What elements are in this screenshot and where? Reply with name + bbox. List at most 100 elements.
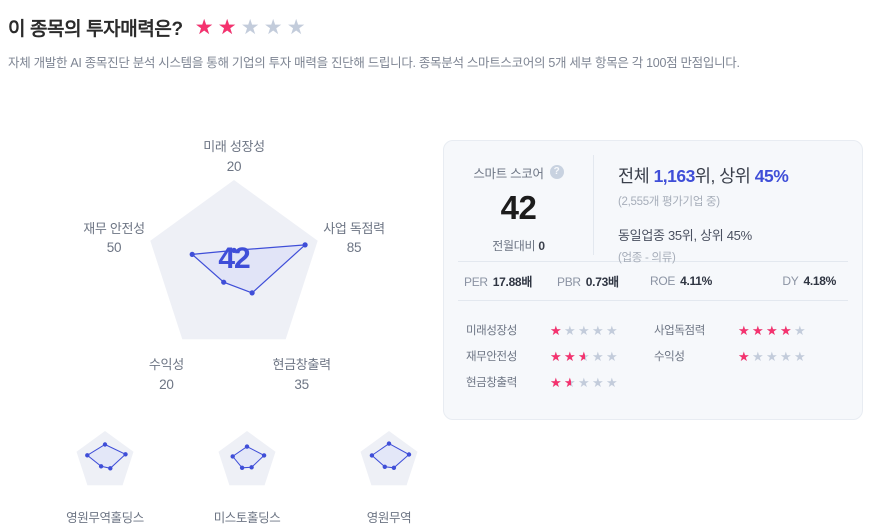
rank-column: 전체 1,163위, 상위 45% (2,555개 평가기업 중) 동일업종 3… [594,141,862,264]
radar-value-polygon [190,244,307,294]
radar-point [221,279,227,285]
star-fill: ★ [564,349,576,363]
mini-radar-polygon [86,443,127,469]
radar-point [302,242,308,248]
panel-top-section: 스마트 스코어 ? 42 전월대비 0 전체 1,163위, 상위 45% (2… [444,141,862,264]
star-fill: ★ [752,323,764,337]
question-mark-icon[interactable]: ? [549,165,564,179]
header-star-4: ★★ [264,17,285,38]
mini-radar-point [239,465,245,470]
star-outline: ★ [738,348,750,364]
subscore-star-1: ★ ★ [550,324,563,337]
subscore-star-5: ★★ [794,324,807,337]
header-star-3: ★★ [241,17,262,38]
star-outline: ★ [240,16,260,39]
mini-radar-polygon [371,443,410,469]
metric-unit: % [701,274,713,288]
mini-radar-point [261,453,267,458]
star-outline: ★ [564,348,576,364]
metric-unit: % [825,274,837,288]
related-stock-card[interactable]: 미스토홀딩스 [202,428,292,526]
mini-radar-chart [218,431,276,486]
subscore-star-1: ★ ★ [550,350,563,363]
header-star-5: ★★ [287,17,308,38]
mini-radar-point [98,464,104,469]
mini-radar-point [382,464,387,469]
subscore-star-3: ★★ [578,350,591,363]
rank-suffix: 위, 상위 [694,166,751,186]
subscore-star-3: ★★ [578,376,591,389]
star-outline: ★ [263,16,283,39]
star-fill: ★ [578,349,585,363]
rank-note: (2,555개 평가기업 중) [618,196,720,208]
subscore-star-4: ★★ [780,324,793,337]
radar-label-name: 재무 안전성 [83,220,145,236]
radar-label-3: 현금창출력 35 [252,356,352,394]
subscore-item: 현금창출력★★★★★★★★★★ [466,369,654,395]
star-fill: ★ [550,323,562,337]
star-outline: ★ [564,374,576,390]
mini-radar-point [230,454,235,459]
radar-point [249,290,255,296]
star-outline: ★ [606,322,618,338]
radar-point [231,247,237,253]
subscore-star-grid: 미래성장성★★★★★★★★★★사업독점력★★★★★★★★★★재무안전성★★★★★… [444,301,862,395]
subscore-label: 미래성장성 [466,325,517,337]
star-outline: ★ [780,348,792,364]
subscore-star-2: ★★ [752,324,765,337]
score-label-row: 스마트 스코어 ? [473,163,564,182]
metric-value: 17.88 [492,274,522,289]
score-delta-value: 0 [538,238,545,253]
metric-label: PBR [557,274,581,289]
star-outline: ★ [752,322,764,338]
mini-radar-point [391,465,397,470]
score-value: 42 [500,188,537,226]
star-outline: ★ [752,348,764,364]
star-outline: ★ [592,322,604,338]
subscore-item: 사업독점력★★★★★★★★★★ [654,317,842,343]
subscore-label: 수익성 [654,351,685,363]
radar-label-value: 20 [226,158,242,174]
subscore-star-1: ★ ★ [550,376,563,389]
subscore-stars: ★★★★★★★★★★ [550,350,619,363]
radar-label-2: 사업 독점력 85 [304,220,404,258]
subscore-label: 현금창출력 [466,377,517,389]
mini-radar-point [244,444,250,449]
page-subtitle: 자체 개발한 AI 종목진단 분석 시스템을 통해 기업의 투자 매력을 진단해… [8,56,740,70]
metric-pbr: PBR 0.73배 [557,273,650,290]
star-outline: ★ [578,322,590,338]
page-header: 이 종목의 투자매력은? ★★★★★★★★★★ [8,14,308,41]
metric-unit: 배 [521,274,533,289]
star-fill: ★ [194,17,214,38]
star-outline: ★ [592,348,604,364]
metric-label: DY [782,274,799,288]
star-outline: ★ [578,374,590,390]
subscore-star-4: ★★ [592,376,605,389]
subscore-star-2: ★★ [564,376,577,389]
related-stocks-list: 영원무역홀딩스 미스토홀딩스 영원무역 [60,428,434,526]
subscore-star-5: ★★ [794,350,807,363]
star-fill: ★ [738,349,750,363]
subscore-star-2: ★★ [752,350,765,363]
metric-label: ROE [650,274,676,288]
page-title: 이 종목의 투자매력은? [8,19,183,40]
related-stock-card[interactable]: 영원무역홀딩스 [60,428,150,526]
smart-score-panel: 스마트 스코어 ? 42 전월대비 0 전체 1,163위, 상위 45% (2… [443,140,863,420]
mini-radar-point [85,453,90,458]
mini-radar-chart [360,431,418,486]
industry-rank: 동일업종 35위, 상위 45% [618,228,752,243]
subscore-stars: ★★★★★★★★★★ [550,376,619,389]
related-stock-card[interactable]: 영원무역 [344,428,434,526]
mini-radar-chart [76,431,134,486]
metric-value: 4.18 [803,274,826,288]
header-star-rating: ★★★★★★★★★★ [195,17,308,38]
subscore-star-2: ★★ [564,324,577,337]
subscore-label: 사업독점력 [654,325,705,337]
star-fill: ★ [564,375,571,389]
star-fill: ★ [766,323,778,337]
subscore-label: 재무안전성 [466,351,517,363]
radar-label-5: 재무 안전성 50 [64,220,164,258]
rank-value: 1,163 [653,166,696,186]
star-outline: ★ [217,16,237,39]
subscore-item: 재무안전성★★★★★★★★★★ [466,343,654,369]
